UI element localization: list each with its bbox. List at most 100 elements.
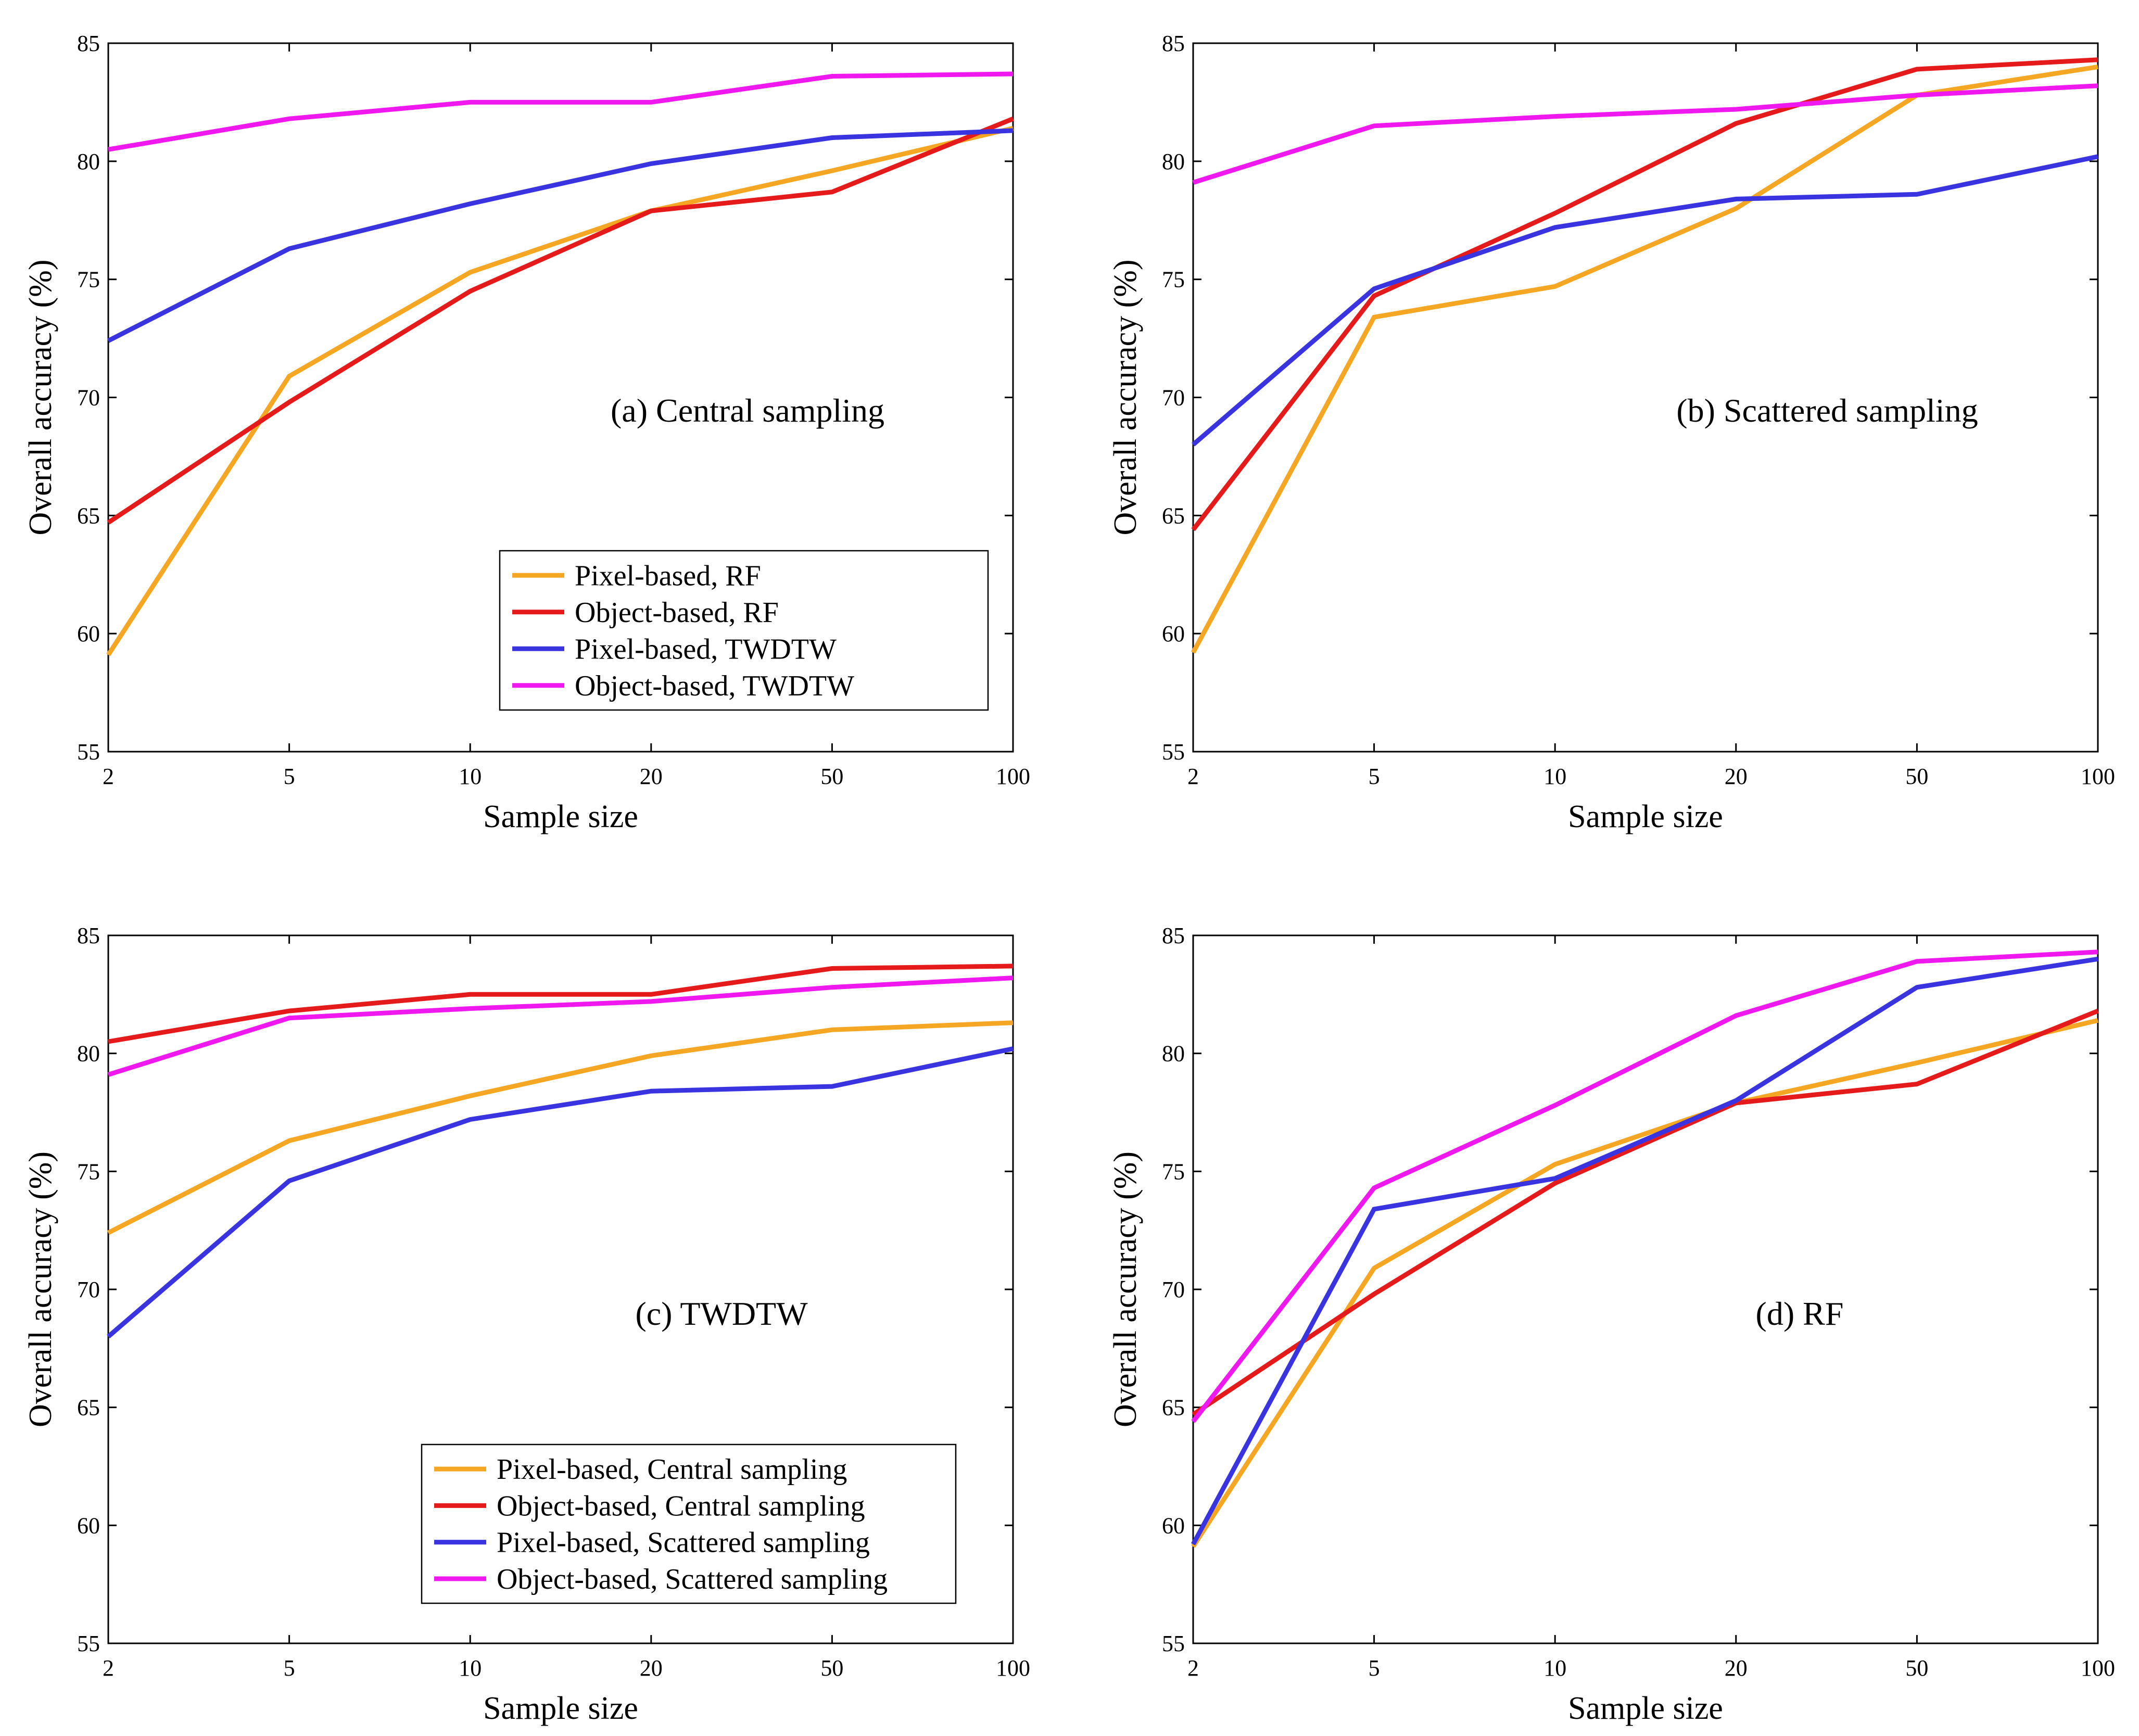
- legend-entry: Object-based, Scattered sampling: [497, 1563, 888, 1595]
- x-tick-label: 2: [1187, 1655, 1199, 1681]
- data-point: [470, 102, 471, 103]
- y-tick-label: 60: [1162, 1513, 1185, 1538]
- x-axis-label: Sample size: [1568, 799, 1723, 834]
- data-point: [108, 654, 109, 655]
- legend: Pixel-based, Central sampling Object-base…: [421, 1443, 957, 1604]
- data-point: [470, 290, 471, 292]
- data-point: [108, 1074, 109, 1075]
- x-tick-label: 20: [1725, 764, 1748, 789]
- y-tick-label: 75: [77, 1159, 100, 1184]
- series-line-4: [108, 71, 1014, 152]
- series-line-3: [1192, 154, 2098, 447]
- y-tick-label: 60: [1162, 621, 1185, 647]
- legend-entry: Object-based, TWDTW: [575, 670, 854, 702]
- x-tick-label: 5: [1369, 764, 1380, 789]
- x-tick-label: 50: [820, 1655, 843, 1681]
- y-tick-label: 85: [77, 31, 100, 56]
- series-line-1: [1191, 64, 2098, 654]
- x-tick-label: 20: [640, 1655, 663, 1681]
- x-tick-label: 20: [1725, 1655, 1748, 1681]
- x-tick-label: 5: [284, 764, 295, 789]
- y-axis-label: Overall accuracy (%): [1108, 1151, 1143, 1427]
- data-point: [1012, 1048, 1014, 1049]
- x-tick-label: 10: [1543, 764, 1566, 789]
- y-tick-label: 75: [1162, 267, 1185, 293]
- y-tick-label: 80: [77, 149, 100, 174]
- x-tick-label: 2: [103, 1655, 114, 1681]
- x-tick-label: 50: [1905, 764, 1928, 789]
- series-line-3: [1191, 956, 2098, 1545]
- x-tick-label: 5: [284, 1655, 295, 1681]
- y-tick-label: 75: [1162, 1159, 1185, 1184]
- x-tick-label: 2: [1187, 764, 1199, 789]
- data-point: [108, 522, 109, 523]
- y-axis-label: Overall accuracy (%): [23, 259, 58, 535]
- y-tick-label: 55: [1162, 1631, 1185, 1656]
- y-tick-label: 60: [77, 621, 100, 647]
- series-line-3: [107, 1046, 1014, 1339]
- y-axis-label: Overall accuracy (%): [23, 1151, 58, 1427]
- data-point: [470, 1119, 471, 1120]
- y-tick-label: 80: [1162, 1041, 1185, 1067]
- y-tick-label: 75: [77, 267, 100, 293]
- legend-entry: Pixel-based, Central sampling: [497, 1453, 847, 1486]
- x-tick-label: 100: [2081, 1655, 2115, 1681]
- data-point: [1193, 652, 1194, 653]
- series-line-2: [1192, 1008, 2099, 1417]
- y-tick-label: 85: [1162, 923, 1185, 948]
- chart-panel-b: 55 60 65 70 75 80 85 2 5 10 20 50 100 Sample size Over…: [1108, 31, 2115, 834]
- y-tick-label: 65: [1162, 503, 1185, 528]
- y-tick-label: 55: [77, 1631, 100, 1656]
- x-tick-label: 10: [1543, 1655, 1566, 1681]
- series-line-4: [1191, 949, 2098, 1423]
- data-point: [1193, 1421, 1194, 1422]
- x-tick-label: 50: [820, 764, 843, 789]
- x-tick-label: 2: [103, 764, 114, 789]
- panel-annotation: (d) RF: [1756, 1295, 1844, 1332]
- series-line-4: [1192, 83, 2098, 185]
- chart-panel-a: 55 60 65 70 75 80 85 2 5 10 20 50 100 Sample size Over…: [23, 31, 1030, 834]
- series-line-2: [107, 117, 1014, 525]
- data-point: [108, 1336, 109, 1337]
- x-axis-label: Sample size: [483, 799, 638, 834]
- chart-panel-c: 55 60 65 70 75 80 85 2 5 10 20 50 100 Sample size Over…: [23, 923, 1030, 1726]
- data-point: [108, 149, 109, 150]
- series-line-4: [107, 975, 1014, 1077]
- x-tick-label: 50: [1905, 1655, 1928, 1681]
- legend-box: [499, 550, 989, 711]
- y-tick-label: 65: [77, 1395, 100, 1421]
- panel-annotation: (a) Central sampling: [611, 392, 884, 429]
- y-tick-label: 55: [77, 739, 100, 765]
- legend-box: [421, 1443, 957, 1604]
- data-point: [1012, 1022, 1014, 1023]
- data-point: [108, 340, 109, 341]
- legend-entry: Pixel-based, Scattered sampling: [497, 1527, 870, 1559]
- y-tick-label: 55: [1162, 739, 1185, 765]
- x-tick-label: 100: [996, 764, 1030, 789]
- x-axis-label: Sample size: [483, 1691, 638, 1726]
- y-tick-label: 80: [1162, 149, 1185, 174]
- series-line-2: [108, 964, 1014, 1044]
- y-tick-label: 85: [77, 923, 100, 948]
- y-tick-label: 70: [1162, 385, 1185, 411]
- x-tick-label: 20: [640, 764, 663, 789]
- legend-entry: Object-based, RF: [575, 597, 779, 629]
- legend-entry: Object-based, Central sampling: [497, 1490, 865, 1522]
- data-point: [1012, 73, 1014, 74]
- data-point: [470, 994, 471, 995]
- data-point: [1193, 1414, 1194, 1415]
- legend-entry: Pixel-based, RF: [575, 560, 761, 592]
- legend-entry: Pixel-based, TWDTW: [575, 633, 837, 665]
- x-axis-label: Sample size: [1568, 1691, 1723, 1726]
- y-tick-label: 70: [77, 385, 100, 411]
- panel-annotation: (c) TWDTW: [635, 1295, 808, 1332]
- data-point: [470, 1008, 471, 1009]
- y-tick-label: 65: [77, 503, 100, 528]
- data-point: [470, 272, 471, 273]
- data-point: [1193, 182, 1194, 183]
- x-tick-label: 10: [459, 1655, 482, 1681]
- y-tick-label: 70: [1162, 1277, 1185, 1302]
- data-point: [1012, 130, 1014, 131]
- y-axis-label: Overall accuracy (%): [1108, 259, 1143, 535]
